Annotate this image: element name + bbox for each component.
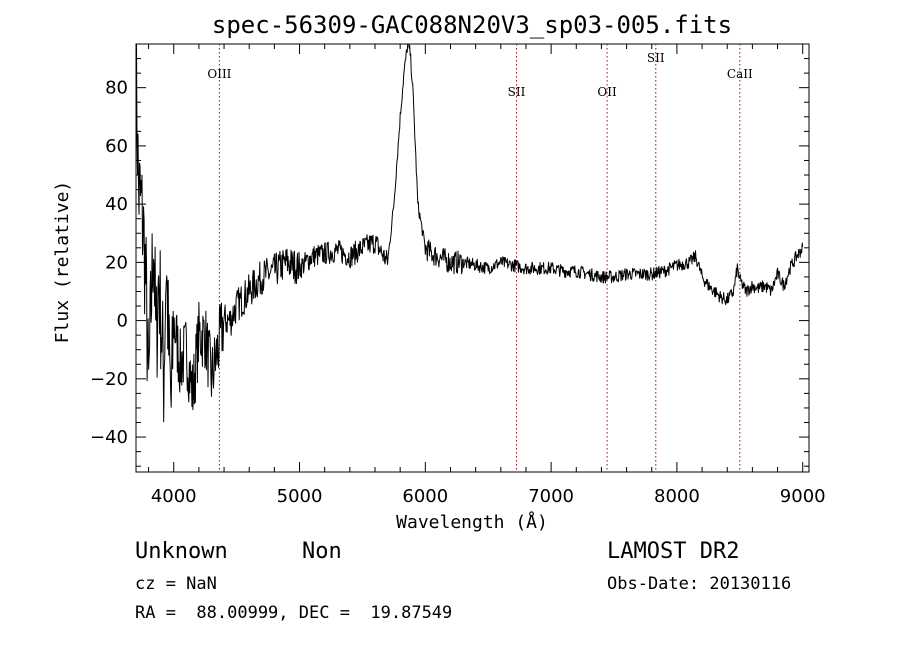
series-group <box>135 43 804 423</box>
survey-name: LAMOST DR2 <box>607 539 740 564</box>
spectral-class: Unknown <box>135 539 228 564</box>
y-tick-label: 20 <box>105 252 128 273</box>
plot-frame <box>135 43 810 473</box>
marker-label: SII <box>647 51 665 65</box>
y-tick-label: −20 <box>90 369 128 390</box>
plot-border <box>135 43 810 473</box>
x-tick-label: 5000 <box>277 486 323 507</box>
y-axis-label: Flux (relative) <box>52 181 73 344</box>
coordinates-readout: RA = 88.00999, DEC = 19.87549 <box>135 603 453 623</box>
y-tick-label: 0 <box>117 311 128 332</box>
x-tick-label: 4000 <box>151 486 197 507</box>
marker-label: CaII <box>727 67 753 81</box>
y-tick-label: 80 <box>105 78 128 99</box>
x-tick-label: 9000 <box>780 486 826 507</box>
y-tick-label: −40 <box>90 427 128 448</box>
spectral-subclass: Non <box>302 539 342 564</box>
x-tick-label: 8000 <box>654 486 700 507</box>
line-marker-labels: OIII SII OII SII CaII <box>207 51 753 99</box>
x-tick-label: 6000 <box>402 486 448 507</box>
redshift-readout: cz = NaN <box>135 574 217 594</box>
spectrum-line <box>135 43 804 423</box>
x-axis-label: Wavelength (Å) <box>396 511 548 533</box>
x-axis: 4000 5000 6000 7000 8000 9000 <box>148 44 826 507</box>
marker-label: OIII <box>207 67 231 81</box>
y-tick-label: 60 <box>105 136 128 157</box>
marker-label: OII <box>597 85 617 99</box>
y-tick-label: 40 <box>105 194 128 215</box>
x-tick-label: 7000 <box>528 486 574 507</box>
chart-title: spec-56309-GAC088N20V3_sp03-005.fits <box>212 11 732 39</box>
y-axis: −40 −20 0 20 40 60 80 <box>90 58 809 467</box>
line-markers <box>218 44 741 472</box>
marker-label: SII <box>508 85 526 99</box>
observation-date: Obs-Date: 20130116 <box>607 574 792 594</box>
